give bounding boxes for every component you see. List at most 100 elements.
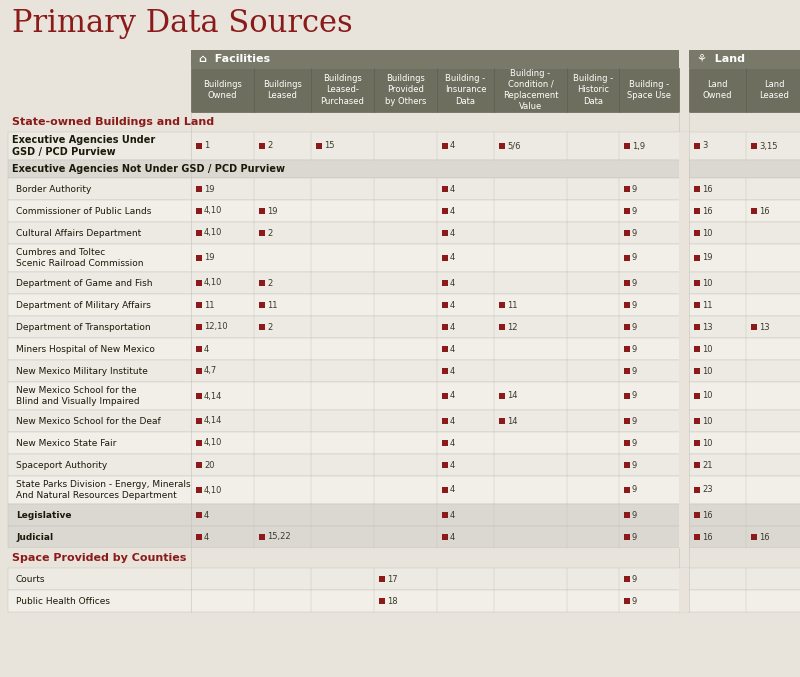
Bar — [442, 368, 448, 374]
Text: 10: 10 — [702, 416, 713, 426]
Bar — [679, 476, 689, 504]
Text: 10: 10 — [702, 439, 713, 447]
Text: Public Health Offices: Public Health Offices — [16, 596, 110, 605]
Text: Buildings
Leased: Buildings Leased — [263, 80, 302, 100]
Bar — [196, 368, 202, 374]
Text: 15,22: 15,22 — [267, 533, 290, 542]
Bar — [694, 230, 700, 236]
Bar — [196, 230, 202, 236]
Bar — [8, 454, 800, 476]
Bar — [442, 440, 448, 446]
Text: 4: 4 — [450, 322, 455, 332]
Text: 9: 9 — [632, 485, 638, 494]
Text: 10: 10 — [702, 229, 713, 238]
Text: 4,10: 4,10 — [204, 485, 222, 494]
Bar — [679, 338, 689, 360]
Bar — [694, 208, 700, 214]
Text: 16: 16 — [702, 206, 713, 215]
Text: 9: 9 — [632, 460, 638, 470]
Text: 4: 4 — [450, 366, 455, 376]
Bar — [624, 418, 630, 424]
Text: 16: 16 — [759, 206, 770, 215]
Text: Land
Owned: Land Owned — [702, 80, 732, 100]
Bar — [751, 208, 757, 214]
Text: 4: 4 — [204, 345, 210, 353]
Bar — [8, 548, 800, 568]
Bar — [624, 143, 630, 149]
Text: New Mexico School for the Deaf: New Mexico School for the Deaf — [16, 416, 161, 426]
Bar — [694, 255, 700, 261]
Bar — [751, 324, 757, 330]
Bar — [624, 280, 630, 286]
Bar — [8, 272, 800, 294]
Text: Cumbres and Toltec
Scenic Railroad Commission: Cumbres and Toltec Scenic Railroad Commi… — [16, 248, 143, 268]
Bar — [619, 68, 679, 112]
Bar — [624, 512, 630, 518]
Bar — [442, 255, 448, 261]
Text: 9: 9 — [632, 229, 638, 238]
Text: 3,15: 3,15 — [759, 141, 778, 150]
Text: Primary Data Sources: Primary Data Sources — [12, 8, 353, 39]
Bar — [679, 360, 689, 382]
Bar — [679, 526, 689, 548]
Text: 4,10: 4,10 — [204, 229, 222, 238]
Bar — [679, 244, 689, 272]
Bar — [679, 294, 689, 316]
Bar — [8, 590, 800, 612]
Text: 11: 11 — [507, 301, 518, 309]
Bar — [624, 576, 630, 582]
Bar — [8, 382, 800, 410]
Text: 16: 16 — [702, 185, 713, 194]
Text: 4: 4 — [450, 391, 455, 401]
Bar — [624, 324, 630, 330]
Text: 9: 9 — [632, 596, 638, 605]
Bar — [259, 143, 265, 149]
Text: 9: 9 — [632, 322, 638, 332]
Bar — [442, 230, 448, 236]
Text: 15: 15 — [324, 141, 334, 150]
Bar — [379, 598, 385, 604]
Bar — [8, 244, 800, 272]
Bar — [8, 112, 800, 132]
Text: ⌂  Facilities: ⌂ Facilities — [199, 54, 270, 64]
Bar — [254, 68, 311, 112]
Text: 21: 21 — [702, 460, 713, 470]
Text: 4: 4 — [450, 141, 455, 150]
Text: 10: 10 — [702, 345, 713, 353]
Text: 19: 19 — [267, 206, 278, 215]
Text: 9: 9 — [632, 575, 638, 584]
Bar — [679, 410, 689, 432]
Text: 4: 4 — [450, 460, 455, 470]
Text: 2: 2 — [267, 322, 272, 332]
Text: 9: 9 — [632, 185, 638, 194]
Bar — [624, 598, 630, 604]
Bar — [746, 68, 800, 112]
Text: Border Authority: Border Authority — [16, 185, 91, 194]
Bar — [8, 160, 800, 178]
Bar — [196, 255, 202, 261]
Text: Buildings
Owned: Buildings Owned — [203, 80, 242, 100]
Text: 4,14: 4,14 — [204, 416, 222, 426]
Text: 10: 10 — [702, 391, 713, 401]
Text: 11: 11 — [267, 301, 278, 309]
Text: 4: 4 — [450, 301, 455, 309]
Text: Land
Leased: Land Leased — [759, 80, 790, 100]
Bar — [694, 440, 700, 446]
Bar — [694, 280, 700, 286]
Bar — [442, 302, 448, 308]
Bar — [8, 476, 800, 504]
Text: Building -
Condition /
Replacement
Value: Building - Condition / Replacement Value — [502, 69, 558, 111]
Text: 19: 19 — [204, 185, 214, 194]
Text: 4: 4 — [450, 439, 455, 447]
Bar — [694, 487, 700, 493]
Bar — [499, 393, 505, 399]
Text: 9: 9 — [632, 301, 638, 309]
Text: Executive Agencies Under
GSD / PCD Purview: Executive Agencies Under GSD / PCD Purvi… — [12, 135, 155, 157]
Bar — [311, 68, 374, 112]
Text: 13: 13 — [702, 322, 713, 332]
Bar — [499, 143, 505, 149]
Text: ⚘  Land: ⚘ Land — [697, 54, 745, 64]
Text: 4: 4 — [450, 206, 455, 215]
Bar — [624, 230, 630, 236]
Bar — [8, 200, 800, 222]
